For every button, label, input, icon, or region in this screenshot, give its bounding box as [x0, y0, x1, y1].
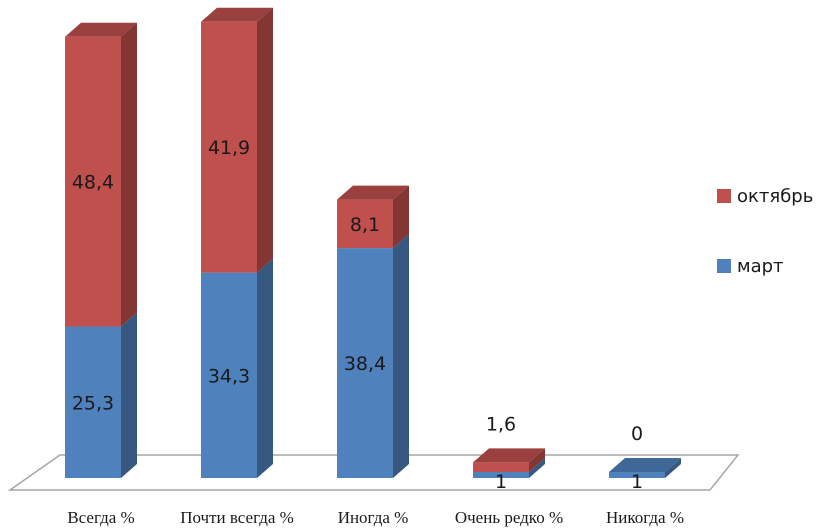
bar-mart-1 — [201, 258, 273, 478]
legend-swatch — [717, 189, 731, 203]
data-label-oktyabr-1: 41,9 — [208, 137, 250, 159]
bar-mart-3 — [473, 458, 545, 478]
legend-label: март — [737, 256, 784, 277]
bar-mart-2 — [337, 234, 409, 478]
bar-oktyabr-3 — [473, 448, 545, 473]
data-label-oktyabr-4: 0 — [631, 423, 643, 445]
legend: октябрь март — [717, 186, 813, 277]
bar-oktyabr-0 — [65, 22, 137, 327]
data-labels: 25,3 48,4 34,3 41,9 38,4 8,1 1 1,6 1 0 — [72, 137, 643, 493]
category-label-0: Всегда % — [67, 508, 134, 527]
data-label-oktyabr-2: 8,1 — [350, 214, 380, 236]
data-label-mart-3: 1 — [495, 471, 507, 493]
bar-top-0 — [65, 22, 137, 37]
category-label-1: Почти всегда % — [180, 508, 294, 527]
bars — [65, 7, 681, 478]
bar-top-4 — [609, 458, 681, 473]
data-label-mart-4: 1 — [631, 471, 643, 493]
data-label-mart-2: 38,4 — [344, 353, 386, 375]
category-label-4: Никогда % — [606, 508, 684, 527]
category-labels: Всегда % Почти всегда % Иногда % Очень редк… — [67, 508, 684, 527]
legend-item-oktyabr: октябрь — [717, 186, 813, 207]
data-label-mart-0: 25,3 — [72, 392, 114, 414]
category-label-3: Очень редко % — [455, 508, 563, 527]
bar-oktyabr-2 — [337, 185, 409, 249]
legend-label: октябрь — [737, 186, 813, 207]
bar-top-2 — [337, 185, 409, 200]
data-label-oktyabr-3: 1,6 — [486, 413, 516, 435]
bar-mart-0 — [65, 312, 137, 478]
bar-top-3 — [473, 448, 545, 463]
bar-mart-4 — [609, 458, 681, 478]
legend-swatch — [717, 259, 731, 273]
legend-item-mart: март — [717, 256, 784, 277]
data-label-mart-1: 34,3 — [208, 365, 250, 387]
data-label-oktyabr-0: 48,4 — [72, 172, 114, 194]
category-label-2: Иногда % — [338, 508, 409, 527]
bar-top-1 — [201, 7, 273, 22]
bar-oktyabr-1 — [201, 7, 273, 273]
